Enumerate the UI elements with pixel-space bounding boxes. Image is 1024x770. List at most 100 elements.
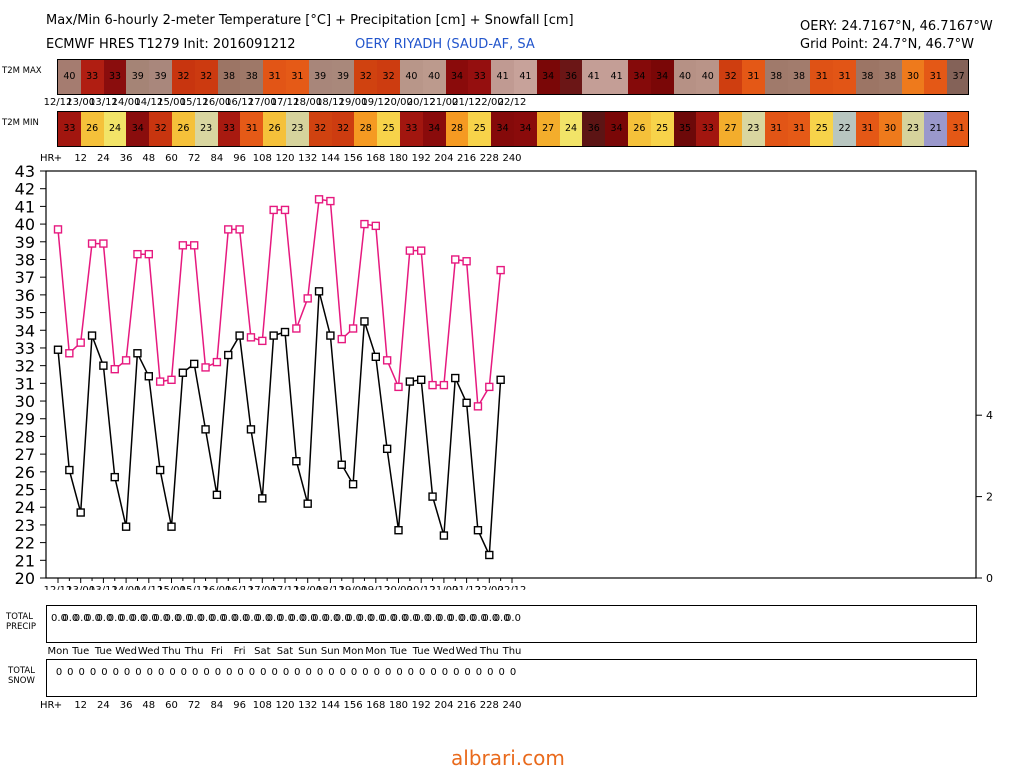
bottom-date-label: 14/12	[134, 585, 163, 590]
strip-cell: 39	[331, 60, 355, 94]
t2m-max-point	[473, 402, 483, 411]
strip-cell: 41	[491, 60, 514, 94]
strip-cell: 23	[901, 112, 925, 146]
total-precip-panel: 0.0 0.0 0.0 0.0 0.0 0.0 0.0 0.0 0.0 0.0 0.0 0.0 0.0 0…	[46, 605, 977, 643]
weekday-tick-label: Wed	[115, 646, 137, 657]
strip-cell: 39	[308, 60, 332, 94]
snow-value: 0	[316, 667, 324, 678]
precip-value: 0.0	[278, 613, 294, 624]
strip-cell: 33	[400, 112, 423, 146]
date-tick-label: 13/00	[66, 97, 96, 108]
hour-tick-label: 180	[388, 700, 409, 711]
precip-value: 0.0	[334, 613, 351, 624]
strip-cell: 34	[126, 112, 150, 146]
total-precip-label-line2: PRECIP	[6, 622, 36, 632]
t2m-max-point	[167, 375, 176, 385]
hour-tick-label: 192	[411, 153, 431, 164]
t2m-max-point	[303, 294, 312, 303]
precip-value: 0.0	[209, 613, 226, 624]
t2m-max-point	[224, 225, 233, 234]
weekday-tick-label: Wed	[137, 646, 160, 657]
t2m-max-point	[451, 255, 460, 264]
hour-tick-label: 60	[165, 153, 178, 164]
hour-tick-label: 216	[457, 700, 477, 711]
left-tick-label: 41	[15, 197, 35, 216]
strip-cell: 31	[947, 112, 968, 146]
snow-value: 0	[475, 667, 483, 678]
bottom-date-label: 14/00	[112, 585, 141, 590]
snow-value: 0	[55, 667, 63, 678]
strip-cell: 23	[194, 112, 218, 146]
t2m-max-point	[201, 363, 210, 372]
left-tick-label: 37	[15, 268, 35, 287]
strip-cell: 32	[377, 60, 400, 94]
t2m-min-point	[53, 345, 63, 354]
plot-area	[45, 170, 977, 579]
date-tick-label: 19/00	[338, 97, 368, 108]
strip-cell: 31	[742, 60, 765, 94]
hour-tick-label: 204	[434, 153, 454, 164]
left-tick-label: 31	[15, 374, 35, 393]
strip-cell: 33	[696, 112, 720, 146]
date-tick-label: 22/00	[474, 97, 504, 108]
t2m-min-point	[462, 398, 471, 408]
date-tick-label: 14/12	[134, 97, 164, 108]
left-tick-label: 39	[15, 233, 35, 252]
t2m-min-point	[303, 499, 312, 508]
precip-value: 0.0	[266, 613, 283, 624]
date-tick-label: 16/12	[225, 97, 255, 108]
weekday-tick-label: Tue	[72, 646, 90, 657]
snow-value: 0	[487, 667, 494, 678]
strip-cell: 40	[422, 60, 446, 94]
hour-tick-label: 168	[366, 700, 386, 711]
bottom-date-label: 18/12	[316, 585, 345, 590]
snow-value: 0	[260, 667, 267, 678]
precip-value: 0.0	[380, 613, 397, 624]
snow-value: 0	[362, 667, 369, 678]
t2m-min-point	[133, 349, 142, 358]
hour-tick-label: 108	[252, 153, 272, 164]
t2m-min-point	[314, 287, 324, 296]
hour-tick-label: 192	[411, 700, 431, 711]
strip-cell: 23	[742, 112, 765, 146]
precip-value: 0.0	[119, 613, 136, 624]
hour-tick-label: 228	[479, 700, 499, 711]
bottom-date-label: 18/00	[293, 585, 322, 590]
snow-value: 0	[453, 667, 460, 678]
total-precip-label-line1: TOTAL	[6, 612, 33, 622]
date-tick-label: 16/00	[202, 97, 232, 108]
t2m-max-label: T2M MAX	[2, 66, 42, 76]
left-tick-label: 26	[15, 463, 35, 482]
strip-cell: 40	[673, 60, 697, 94]
bottom-date-label: 20/00	[384, 585, 413, 590]
strip-cell: 33	[58, 112, 81, 146]
right-tick-label: 0	[986, 572, 993, 585]
hour-tick-label: 228	[479, 153, 499, 164]
strip-cell: 28	[445, 112, 469, 146]
t2m-max-point	[348, 324, 358, 333]
precip-value: 0.0	[459, 613, 476, 624]
hour-tick-label: 48	[142, 153, 156, 164]
total-snow-label-line2: SNOW	[8, 676, 35, 686]
strip-cell: 23	[286, 112, 309, 146]
hour-tick-label: 240	[502, 700, 522, 711]
snow-value: 0	[169, 667, 176, 678]
left-tick-label: 36	[15, 286, 35, 305]
t2m-min-point	[269, 331, 278, 340]
strip-cell: 36	[559, 60, 583, 94]
snow-value: 0	[509, 667, 517, 678]
snow-value: 0	[498, 667, 505, 678]
left-y-axis: 4342414039383736353433323130292827262524…	[15, 162, 46, 588]
snow-value: 0	[282, 667, 290, 678]
date-tick-label: 17/00	[247, 97, 277, 108]
strip-cell: 39	[126, 60, 150, 94]
precip-value: 0.0	[130, 613, 147, 624]
precip-value: 0.0	[85, 613, 101, 624]
snow-value: 0	[339, 667, 346, 678]
weekday-tick-label: Wed	[432, 646, 455, 657]
strip-cell: 24	[103, 112, 127, 146]
strip-cell: 33	[468, 60, 492, 94]
left-tick-label: 42	[15, 180, 35, 199]
strip-cell: 25	[650, 112, 674, 146]
station-name: OERY RIYADH (SAUD-AF, SA	[355, 37, 535, 52]
